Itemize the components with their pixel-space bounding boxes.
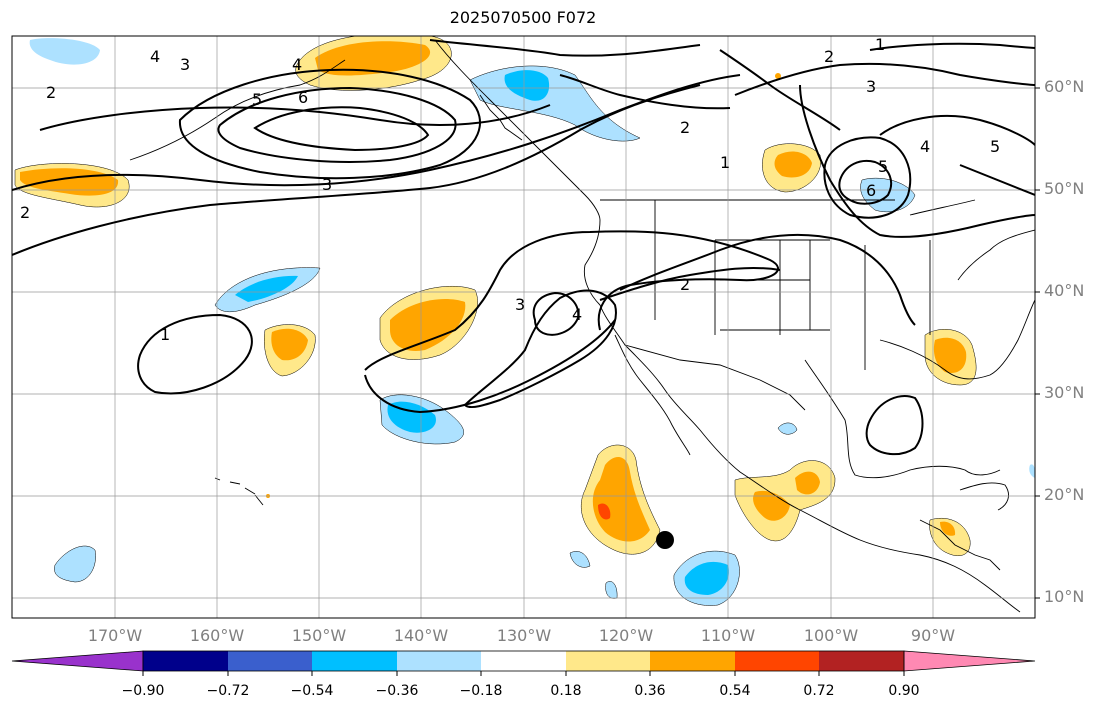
colorbar-tick-label: −0.36 [375,683,419,699]
latitude-label: 60°N [1044,77,1085,96]
longitude-label: 110°W [700,626,756,645]
longitude-label: 90°W [910,626,956,645]
positive-anomaly-shading [14,36,977,556]
latitude-label: 20°N [1044,485,1085,504]
contour-label: 2 [824,47,834,66]
longitude-label: 140°W [393,626,449,645]
map-title: 2025070500 F072 [449,8,597,27]
colorbar-segment [312,651,397,671]
contour-label: 2 [20,203,30,222]
contour-label: 2 [680,275,690,294]
contour-label: 2 [680,118,690,137]
latitude-label: 50°N [1044,179,1085,198]
contour-label: 1 [160,325,170,344]
colorbar-segment [397,651,481,671]
longitude-label: 160°W [189,626,245,645]
latitude-label: 10°N [1044,587,1085,606]
contour-label: 6 [866,181,876,200]
contour-label: 4 [920,137,930,156]
colorbar-tick-label: −0.72 [206,683,250,699]
colorbar-segment [143,651,228,671]
contour-label-group: 1 1 1 2 2 2 2 2 3 3 3 3 4 4 4 4 5 5 5 6 … [20,35,1000,344]
contour-label: 5 [252,90,262,109]
colorbar-outline [142,650,905,672]
contour-label: 4 [292,55,302,74]
contour-label: 5 [878,157,888,176]
contour-label: 2 [46,83,56,102]
contour-label: 1 [720,153,730,172]
colorbar [11,650,1036,676]
colorbar-segment [481,651,566,671]
colorbar-segment [228,651,312,671]
contour-label: 3 [180,55,190,74]
negative-anomaly-shading [29,38,1035,606]
axis-ticks [1035,87,1040,599]
longitude-label: 100°W [803,626,859,645]
latitude-label: 30°N [1044,383,1085,402]
colorbar-tick-label: 0.36 [634,683,666,699]
colorbar-tick-label: 0.72 [803,683,835,699]
colorbar-segment [735,651,819,671]
colorbar-tick-label: −0.54 [290,683,334,699]
colorbar-segment [566,651,650,671]
longitude-label: 170°W [87,626,143,645]
coastlines-and-borders [129,39,1035,613]
contour-label: 4 [150,47,160,66]
latitude-label: 40°N [1044,281,1085,300]
longitude-label: 130°W [496,626,552,645]
contour-label: 5 [990,137,1000,156]
contour-label: 3 [322,175,332,194]
contour-label: 4 [572,305,582,324]
colorbar-tick-label: 0.90 [888,683,920,699]
contour-label: 3 [866,77,876,96]
graticule [12,36,1035,618]
contour-lines [12,39,1035,456]
colorbar-extend-high [903,650,1036,672]
contour-label: 6 [298,88,308,107]
colorbar-segment [819,651,904,671]
contour-label: 3 [515,295,525,314]
colorbar-tick-label: −0.90 [121,683,165,699]
storm-position-marker [656,531,674,549]
map-border [11,35,1036,619]
longitude-label: 150°W [291,626,347,645]
contour-label: 1 [875,35,885,54]
longitude-label: 120°W [598,626,654,645]
colorbar-tick-label: 0.18 [550,683,582,699]
colorbar-tick-label: −0.18 [459,683,503,699]
colorbar-extend-low [11,650,144,672]
colorbar-tick-label: 0.54 [719,683,751,699]
colorbar-segment [650,651,735,671]
